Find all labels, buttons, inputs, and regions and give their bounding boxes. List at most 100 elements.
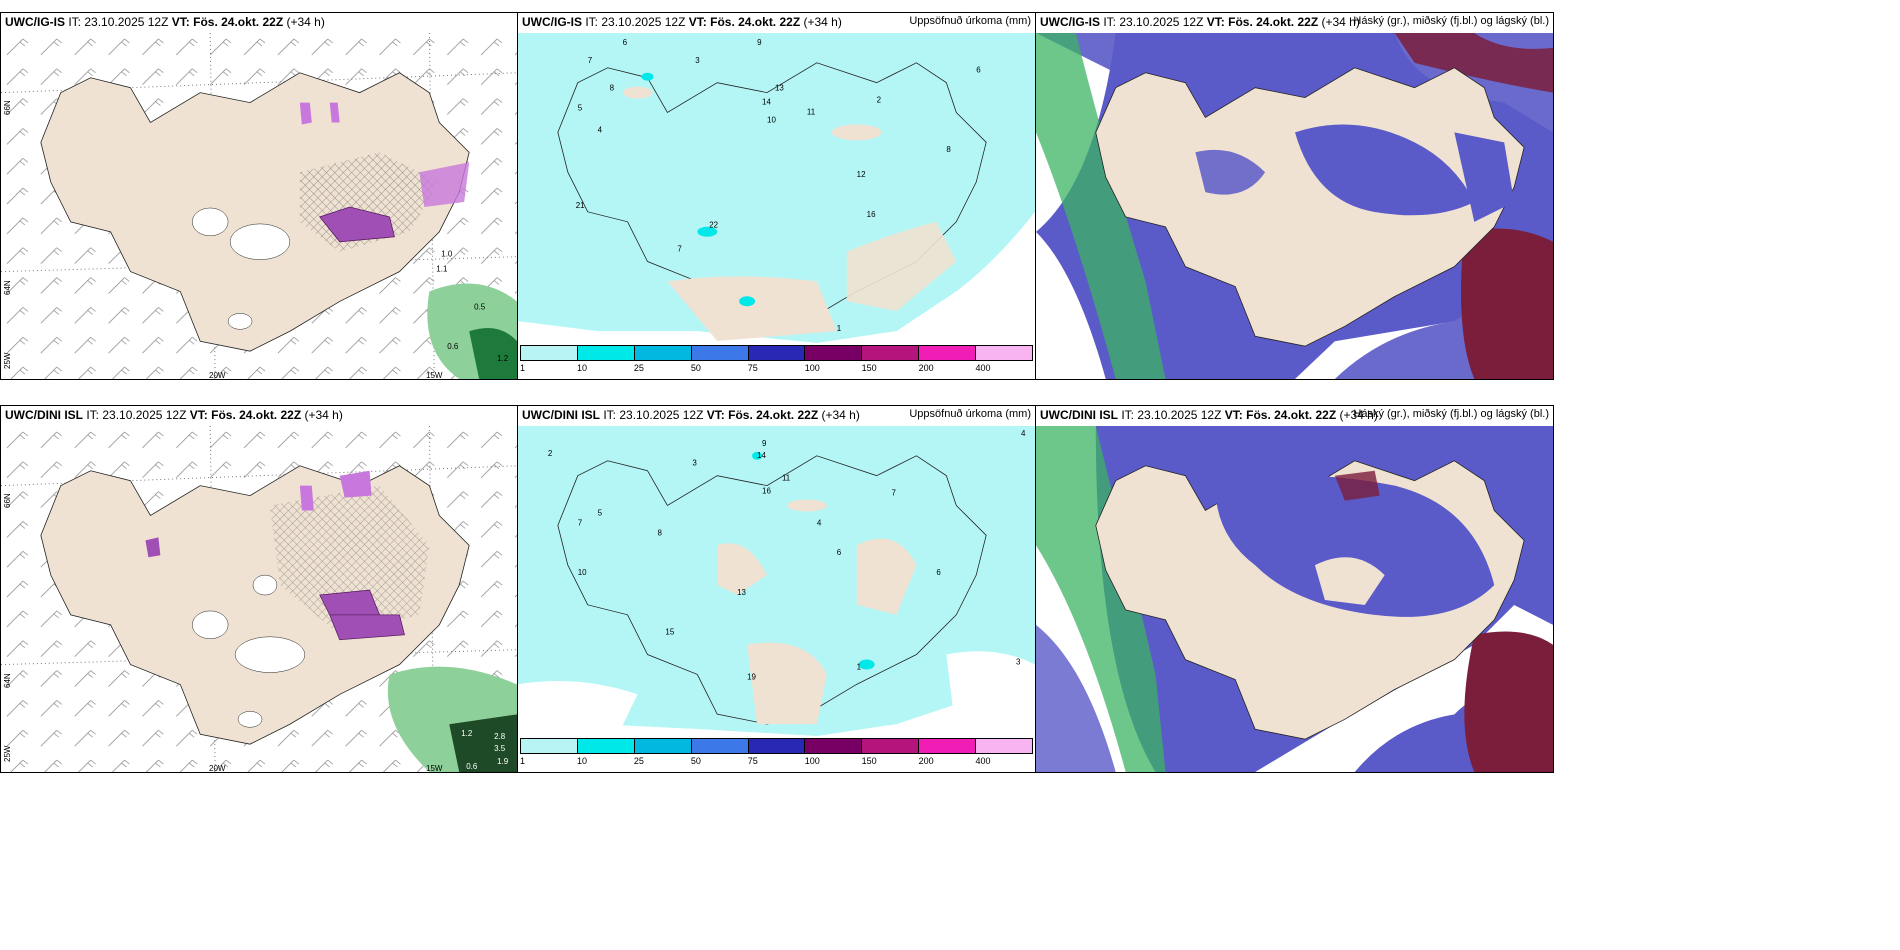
svg-text:10: 10 [578,568,587,577]
colorbar-segment [805,346,863,360]
map-canvas[interactable]: 6 9 3 7 8 5 4 10 11 14 13 12 2 16 22 21 … [518,33,1035,343]
colorbar-segment [634,739,692,753]
svg-text:15: 15 [665,628,674,637]
cloud-map-panel-top: UWC/IG-IS IT: 23.10.2025 12Z VT: Fös. 24… [1035,12,1554,380]
colorbar-tick: 10 [576,363,587,373]
svg-text:3: 3 [692,459,697,468]
lon-label: 20W [209,764,226,773]
colorbar-segment [919,739,977,753]
lon-label: 15W [426,764,443,773]
svg-text:16: 16 [867,210,876,219]
colorbar-segment [577,346,635,360]
svg-text:14: 14 [757,451,766,460]
colorbar-tick: 400 [975,756,991,766]
svg-text:2: 2 [548,449,553,458]
colorbar-labels: 1 10 25 50 75 100 150 200 400 [520,756,1033,768]
svg-text:13: 13 [775,84,784,93]
colorbar-segment [805,739,863,753]
colorbar-tick: 50 [690,756,701,766]
colorbar-segment [521,739,578,753]
panel-title: UWC/DINI ISL IT: 23.10.2025 12Z VT: Fös.… [5,408,343,422]
svg-text:6: 6 [976,66,981,75]
svg-text:2.8: 2.8 [494,732,506,741]
colorbar-tick: 100 [804,756,820,766]
colorbar-segment [691,346,749,360]
colorbar-tick: 200 [918,756,934,766]
svg-text:1.2: 1.2 [497,354,509,363]
svg-text:4: 4 [1021,429,1026,438]
iceland-land-outline [557,62,987,332]
map-canvas[interactable]: 2 9 3 5 14 7 8 4 6 16 11 10 13 15 19 1 3… [518,426,1035,736]
svg-text:1: 1 [837,324,842,333]
svg-text:6: 6 [623,38,628,47]
colorbar-segment [748,739,806,753]
map-canvas[interactable]: 1.0 1.1 0.5 0.6 1.2 [1,33,517,379]
svg-text:13: 13 [737,588,746,597]
colorbar-tick: 200 [918,363,934,373]
colorbar-tick: 1 [520,756,526,766]
svg-text:7: 7 [892,489,897,498]
lat-label: 25W [3,352,12,369]
svg-text:0.6: 0.6 [466,762,478,771]
map-canvas[interactable] [1036,426,1553,772]
svg-text:3: 3 [1016,657,1021,666]
svg-text:9: 9 [757,38,762,47]
map-canvas[interactable] [1036,33,1553,379]
svg-text:7: 7 [578,518,583,527]
colorbar-segment [748,346,806,360]
lon-label: 20W [209,371,226,380]
precip-map-panel-bottom: UWC/DINI ISL IT: 23.10.2025 12Z VT: Fös.… [517,405,1036,773]
svg-text:8: 8 [610,84,615,93]
panel-title: UWC/IG-IS IT: 23.10.2025 12Z VT: Fös. 24… [5,15,325,29]
svg-text:6: 6 [936,568,941,577]
colorbar-segment [919,346,977,360]
svg-text:6: 6 [837,548,842,557]
svg-text:9: 9 [762,439,767,448]
colorbar-tick: 150 [861,756,877,766]
panel-title: UWC/IG-IS IT: 23.10.2025 12Z VT: Fös. 24… [1040,15,1360,29]
colorbar-tick: 50 [690,363,701,373]
colorbar-segment [862,346,920,360]
colorbar-segment [577,739,635,753]
svg-text:1: 1 [857,662,862,671]
colorbar-segment [691,739,749,753]
colorbar [520,345,1033,361]
svg-text:12: 12 [857,170,866,179]
svg-text:5: 5 [578,104,583,113]
colorbar-segment [976,346,1033,360]
colorbar-tick: 25 [633,756,644,766]
lon-label: 15W [426,371,443,380]
svg-text:10: 10 [767,115,776,124]
iceland-land [1095,67,1525,347]
colorbar-segment [976,739,1033,753]
svg-text:5: 5 [598,508,603,517]
lat-label: 66N [3,493,12,508]
colorbar-tick: 150 [861,363,877,373]
colorbar-tick: 400 [975,363,991,373]
svg-text:11: 11 [807,107,816,116]
svg-text:1.1: 1.1 [436,265,448,274]
iceland-land-outline [557,455,987,725]
svg-text:2: 2 [877,96,882,105]
svg-text:1.9: 1.9 [497,757,509,766]
svg-text:14: 14 [762,98,771,107]
cloud-title: Háský (gr.), miðský (fj.bl.) og lágský (… [1353,15,1549,27]
panel-title: UWC/IG-IS IT: 23.10.2025 12Z VT: Fös. 24… [522,15,842,29]
colorbar-labels: 1 10 25 50 75 100 150 200 400 [520,363,1033,375]
map-canvas[interactable]: 2.8 3.5 1.9 0.6 1.2 [1,426,517,772]
colorbar-segment [862,739,920,753]
svg-text:16: 16 [762,487,771,496]
wind-map-panel-top: UWC/IG-IS IT: 23.10.2025 12Z VT: Fös. 24… [0,12,518,380]
colorbar-segment [634,346,692,360]
colorbar-tick: 10 [576,756,587,766]
svg-text:4: 4 [817,518,822,527]
svg-text:22: 22 [709,221,718,230]
panel-title: UWC/DINI ISL IT: 23.10.2025 12Z VT: Fös.… [522,408,860,422]
wind-map-panel-bottom: UWC/DINI ISL IT: 23.10.2025 12Z VT: Fös.… [0,405,518,773]
colorbar-tick: 1 [520,363,526,373]
lat-label: 66N [3,100,12,115]
svg-text:3.5: 3.5 [494,744,506,753]
svg-text:4: 4 [598,125,603,134]
colorbar [520,738,1033,754]
precip-map-panel-top: UWC/IG-IS IT: 23.10.2025 12Z VT: Fös. 24… [517,12,1036,380]
